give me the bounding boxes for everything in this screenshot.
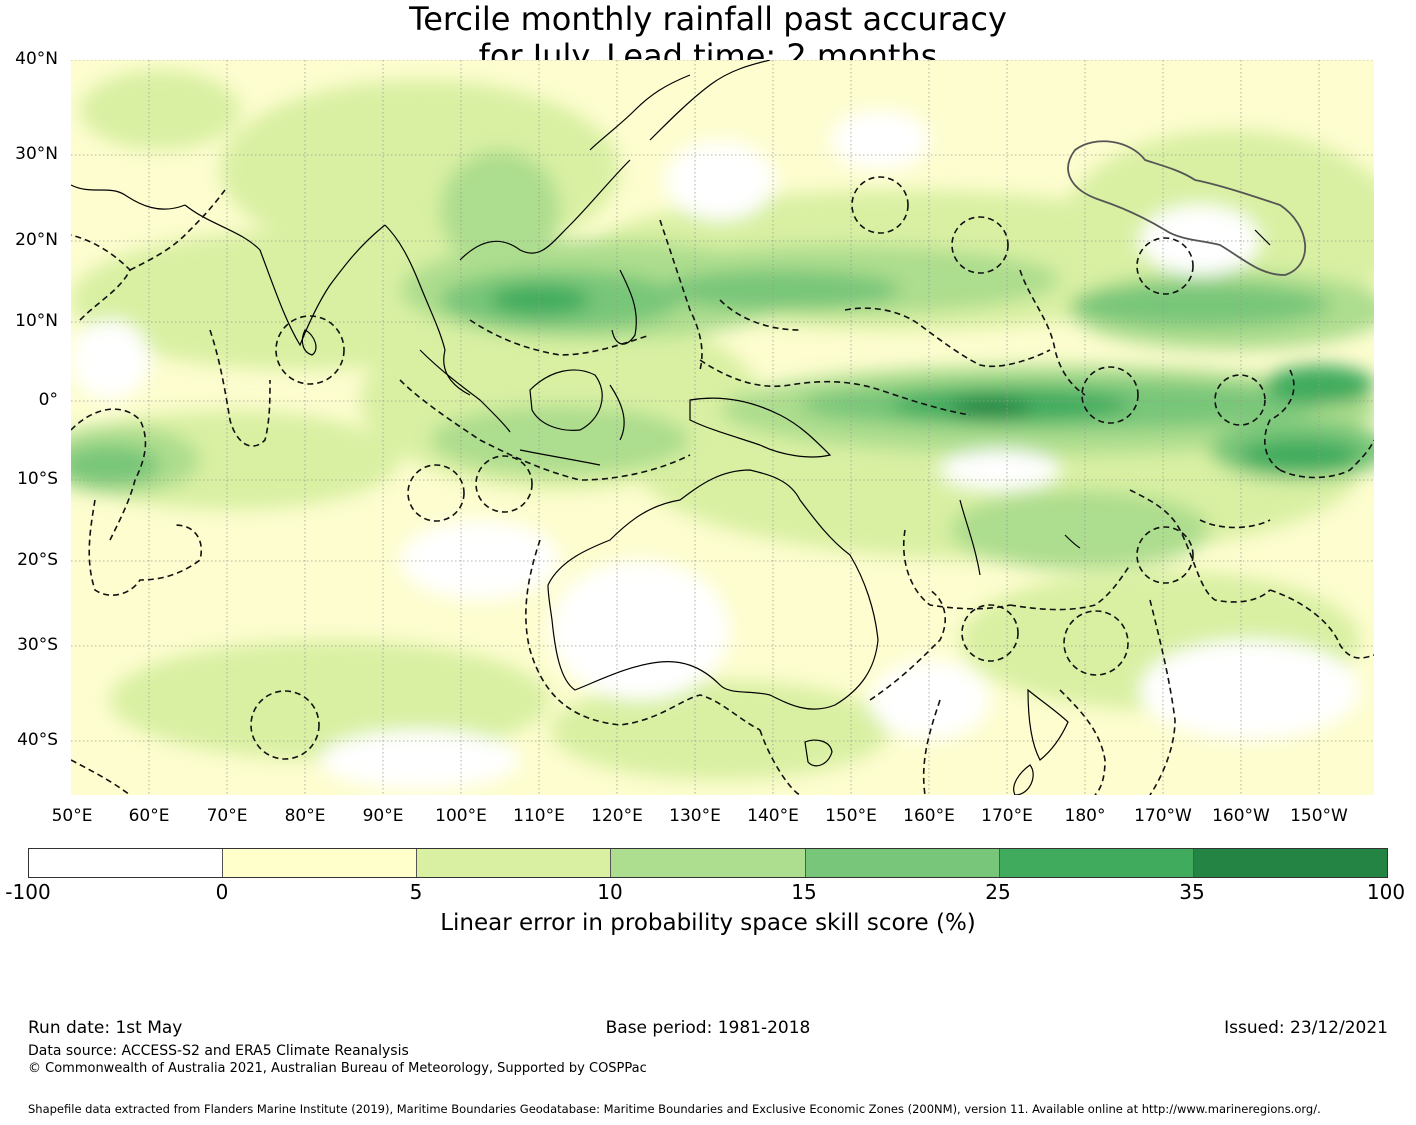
map-title-line1: Tercile monthly rainfall past accuracy [409,0,1007,38]
lon-label-110e: 110°E [513,806,565,826]
lon-label-170w: 170°W [1134,806,1192,826]
colorbar-segment [417,849,612,877]
highlight-boundary [1067,140,1307,276]
graticule [71,60,1374,795]
lat-label-30s: 30°S [17,635,58,655]
issued-date: Issued: 23/12/2021 [1224,1018,1388,1038]
lat-label-10s: 10°S [17,469,58,489]
copyright: © Commonwealth of Australia 2021, Austra… [28,1061,647,1076]
colorbar [28,848,1388,878]
lon-label-160e: 160°E [903,806,955,826]
skill-map [71,60,1374,795]
colorbar-tick: 15 [791,880,817,904]
lat-label-40s: 40°S [17,730,58,750]
lon-label-120e: 120°E [591,806,643,826]
run-date: Run date: 1st May [28,1018,183,1038]
colorbar-label: Linear error in probability space skill … [440,910,976,936]
lon-label-150w: 150°W [1290,806,1348,826]
lat-label-20s: 20°S [17,550,58,570]
lon-label-80e: 80°E [284,806,326,826]
lat-label-30n: 30°N [15,144,58,164]
colorbar-segment [223,849,418,877]
eez-boundaries [71,176,1374,795]
colorbar-segment [1193,849,1387,877]
colorbar-tick: 10 [597,880,623,904]
lon-label-100e: 100°E [435,806,487,826]
data-source: Data source: ACCESS-S2 and ERA5 Climate … [28,1043,409,1059]
skill-score-field [71,70,1374,790]
shapefile-credit: Shapefile data extracted from Flanders M… [28,1102,1321,1116]
lon-label-160w: 160°W [1212,806,1270,826]
lon-label-180: 180° [1064,806,1106,826]
lat-label-0: 0° [38,390,58,410]
lon-label-50e: 50°E [51,806,93,826]
colorbar-tick: -100 [5,880,51,904]
colorbar-segment [999,849,1194,877]
colorbar-tick: 35 [1179,880,1205,904]
lat-label-40n: 40°N [15,49,58,69]
colorbar-segment [611,849,806,877]
lon-label-130e: 130°E [669,806,721,826]
lon-label-140e: 140°E [747,806,799,826]
colorbar-tick: 5 [409,880,423,904]
lon-label-70e: 70°E [206,806,248,826]
lon-label-170e: 170°E [981,806,1033,826]
coastlines [71,60,1271,795]
base-period: Base period: 1981-2018 [605,1018,811,1038]
colorbar-segment [29,849,224,877]
colorbar-tick: 100 [1366,880,1406,904]
lat-label-10n: 10°N [15,311,58,331]
lon-label-60e: 60°E [128,806,170,826]
lat-label-20n: 20°N [15,230,58,250]
colorbar-tick: 0 [215,880,229,904]
colorbar-tick: 25 [985,880,1011,904]
colorbar-segment [805,849,1000,877]
lon-label-90e: 90°E [362,806,404,826]
lon-label-150e: 150°E [825,806,877,826]
